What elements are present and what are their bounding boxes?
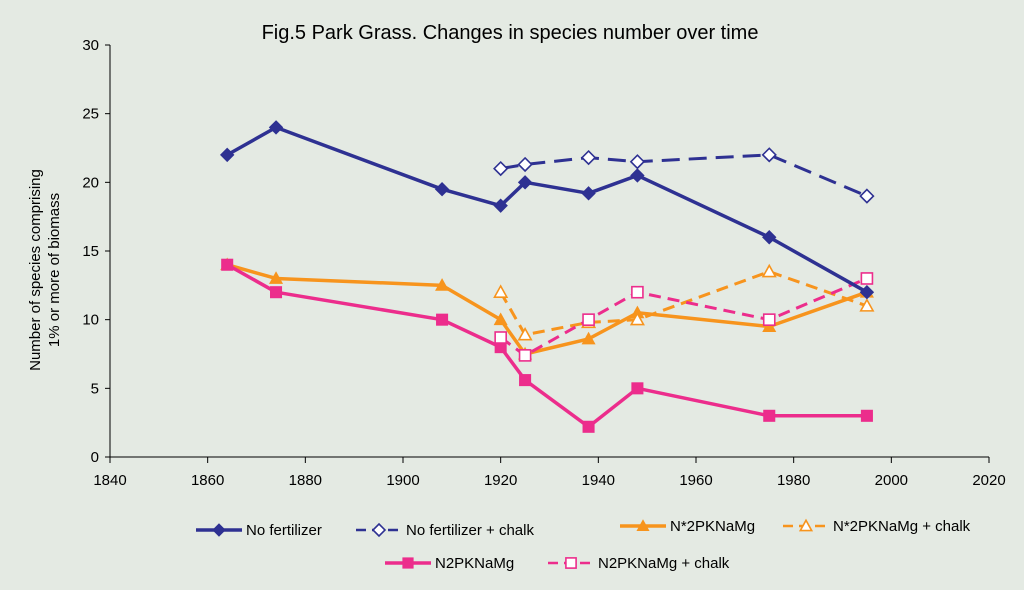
- x-tick-label: 1960: [679, 472, 712, 489]
- series-line: [500, 153, 868, 198]
- data-point: [762, 313, 776, 326]
- data-point: [581, 186, 596, 201]
- legend-label: N2PKNaMg: [435, 555, 514, 572]
- axes: 0 5 10 15 20 25 30 1840 1860 1880 1900 1920 1940 1960…: [82, 37, 1005, 489]
- data-point: [859, 188, 875, 204]
- y-axis-label-line-1: Number of species comprising: [27, 169, 44, 371]
- y-tick-label: 5: [91, 380, 99, 397]
- y-tick-label: 30: [82, 37, 99, 54]
- x-tick-label: 1860: [191, 472, 224, 489]
- data-point: [219, 147, 235, 163]
- series-n-2pknamg-chalk: [493, 263, 875, 341]
- data-point: [859, 298, 875, 312]
- y-axis-label-line-2: 1% or more of biomass: [46, 193, 63, 347]
- legend-entry: No fertilizer: [196, 522, 322, 539]
- data-point: [860, 409, 873, 422]
- data-point: [519, 374, 532, 387]
- legend-entry: N2PKNaMg + chalk: [548, 555, 730, 572]
- data-point: [629, 311, 645, 326]
- data-point: [859, 284, 875, 300]
- data-point: [582, 420, 595, 433]
- data-point: [631, 285, 644, 299]
- legend-marker: [636, 519, 650, 532]
- data-point: [517, 326, 533, 341]
- legend-marker: [798, 518, 814, 532]
- series-n2pknamg-chalk: [494, 272, 874, 362]
- data-point: [493, 312, 508, 326]
- data-point: [860, 272, 874, 285]
- chart-title: Fig.5 Park Grass. Changes in species num…: [262, 22, 759, 44]
- y-tick-label: 0: [91, 449, 99, 466]
- data-point: [518, 349, 532, 362]
- legend-marker: [402, 557, 414, 569]
- data-point: [494, 331, 507, 344]
- data-point: [436, 313, 449, 326]
- legend-label: N*2PKNaMg + chalk: [833, 518, 971, 535]
- series-line: [499, 270, 868, 337]
- data-point: [493, 160, 509, 177]
- data-point: [517, 175, 533, 190]
- x-tick-label: 1940: [582, 472, 615, 489]
- data-point: [761, 147, 777, 163]
- data-point: [761, 263, 777, 278]
- data-point: [631, 382, 644, 395]
- data-point: [268, 120, 284, 135]
- legend-label: No fertilizer: [246, 522, 322, 539]
- x-tick-label: 1900: [386, 472, 419, 489]
- data-point: [221, 258, 234, 271]
- series-n2pknamg: [221, 258, 873, 433]
- data-point: [762, 230, 777, 245]
- y-tick-label: 25: [82, 106, 99, 123]
- data-point: [493, 198, 508, 213]
- y-tick-label: 15: [82, 243, 99, 260]
- legend-label: N*2PKNaMg: [670, 518, 755, 535]
- legend-entry: No fertilizer + chalk: [356, 522, 534, 539]
- legend-marker: [371, 522, 387, 538]
- x-tick-label: 1980: [777, 472, 810, 489]
- y-tick-label: 10: [82, 312, 99, 329]
- data-point: [580, 149, 597, 166]
- data-point: [581, 331, 596, 345]
- series-line: [226, 263, 868, 356]
- series-no-fertilizer-chalk: [493, 147, 875, 204]
- x-tick-label: 1840: [93, 472, 126, 489]
- legend-entry: N*2PKNaMg + chalk: [783, 518, 971, 535]
- legend-label: N2PKNaMg + chalk: [598, 555, 730, 572]
- x-tick-label: 2020: [972, 472, 1005, 489]
- legend-label: No fertilizer + chalk: [406, 522, 534, 539]
- data-point: [270, 286, 283, 299]
- plot-area: [219, 120, 875, 433]
- data-point: [269, 271, 284, 284]
- x-tick-label: 2000: [875, 472, 908, 489]
- x-tick-label: 1880: [289, 472, 322, 489]
- legend-entry: N2PKNaMg: [385, 555, 514, 572]
- data-point: [629, 154, 646, 170]
- data-point: [435, 278, 450, 291]
- data-point: [517, 156, 533, 173]
- data-point: [493, 284, 509, 298]
- data-point: [630, 168, 645, 183]
- legend: No fertilizer No fertilizer + chalk N*2PKN…: [196, 518, 971, 572]
- series-line: [226, 263, 867, 429]
- x-tick-label: 1920: [484, 472, 517, 489]
- data-point: [582, 313, 595, 326]
- data-point: [763, 409, 776, 422]
- series-no-fertilizer: [219, 120, 875, 300]
- legend-entry: N*2PKNaMg: [620, 518, 755, 535]
- legend-marker: [565, 557, 577, 569]
- legend-marker: [212, 523, 226, 537]
- y-tick-label: 20: [82, 174, 99, 191]
- data-point: [434, 181, 450, 197]
